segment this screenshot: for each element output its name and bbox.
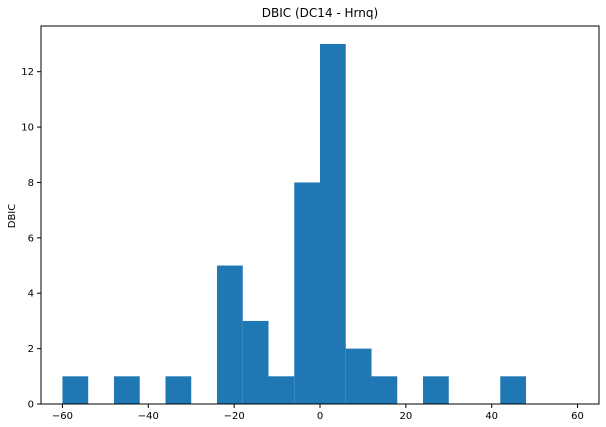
y-tick-label: 8	[28, 178, 34, 189]
plot-frame	[40, 25, 600, 405]
histogram-bar	[268, 376, 295, 404]
histogram-bar	[500, 376, 527, 404]
y-tick-label: 4	[28, 289, 34, 300]
y-tick-label: 2	[28, 344, 34, 355]
x-tick-label: −60	[52, 411, 73, 422]
histogram-bar	[320, 44, 346, 404]
histogram-bar	[294, 182, 320, 404]
histogram-bar	[113, 376, 140, 404]
y-axis-label: DBIC	[7, 204, 18, 229]
histogram-bar	[216, 265, 243, 404]
x-tick-label: −40	[138, 411, 159, 422]
x-tick-label: 40	[485, 411, 498, 422]
x-tick-label: 60	[571, 411, 584, 422]
y-axis: 0 2 4 6 8 10 12	[21, 67, 41, 411]
x-tick-label: 20	[399, 411, 412, 422]
y-tick-label: 6	[28, 233, 34, 244]
histogram-bar	[423, 376, 449, 404]
histogram-bar	[371, 376, 398, 404]
y-tick-label: 0	[28, 400, 34, 411]
histogram-bar	[62, 376, 89, 404]
chart-title: DBIC (DC14 - Hrnq)	[262, 6, 378, 20]
y-tick-label: 10	[21, 123, 34, 134]
x-tick-label: 0	[317, 411, 323, 422]
histogram-bar	[165, 376, 192, 404]
y-tick-label: 12	[21, 67, 34, 78]
x-tick-label: −20	[224, 411, 245, 422]
bars-group	[62, 44, 527, 404]
histogram-bar	[242, 320, 269, 404]
histogram-bar	[345, 348, 372, 404]
x-axis: −60 −40 −20 0 20 40 60	[52, 404, 584, 422]
